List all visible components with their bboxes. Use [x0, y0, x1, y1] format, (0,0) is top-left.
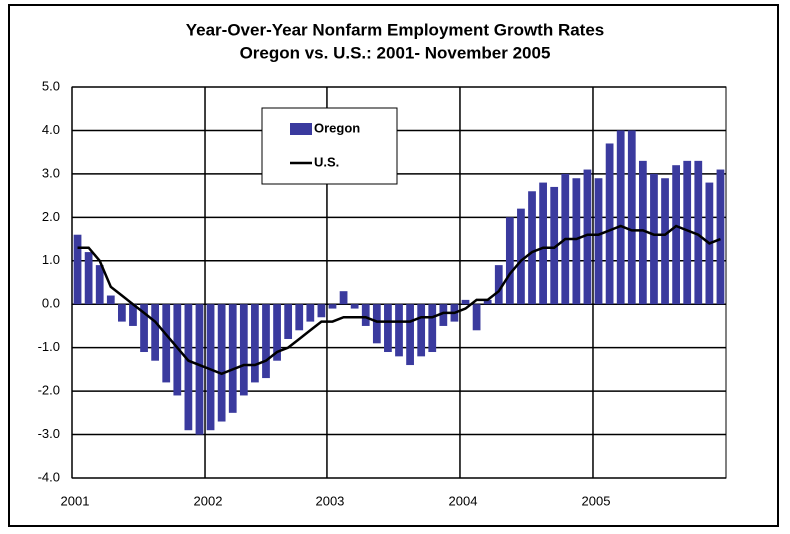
bar: [605, 143, 614, 305]
bar: [118, 304, 126, 322]
y-tick-label: 4.0: [42, 122, 60, 137]
bar: [494, 265, 503, 305]
bar: [472, 304, 481, 331]
bar: [339, 291, 348, 305]
bar: [217, 304, 226, 422]
bar: [572, 178, 581, 305]
y-tick-label: -4.0: [38, 469, 60, 484]
bar: [539, 182, 547, 305]
bar: [239, 304, 248, 396]
bar: [184, 304, 193, 431]
chart-subtitle: Oregon vs. U.S.: 2001- November 2005: [240, 43, 551, 62]
y-tick-label: -2.0: [38, 383, 60, 398]
bar: [439, 304, 448, 326]
bar: [251, 304, 259, 383]
bar: [672, 165, 680, 305]
bar: [716, 169, 725, 305]
bar: [106, 295, 115, 305]
legend: [261, 107, 398, 185]
bar: [550, 186, 559, 305]
bar: [528, 191, 536, 305]
bar: [483, 299, 492, 305]
bar: [151, 304, 160, 361]
bar: [262, 304, 270, 379]
bar: [395, 304, 403, 357]
legend-label: Oregon: [314, 120, 360, 135]
bar: [517, 208, 525, 305]
bar: [162, 304, 171, 383]
bar: [694, 160, 703, 305]
x-tick-label: 2003: [315, 493, 344, 508]
bar: [505, 217, 514, 305]
bar: [350, 304, 359, 309]
bar: [129, 304, 137, 326]
y-tick-label: -3.0: [38, 426, 60, 441]
x-tick-label: 2001: [61, 493, 90, 508]
y-tick-label: 5.0: [42, 78, 60, 93]
bar: [406, 304, 414, 366]
legend-swatch: [290, 123, 312, 135]
bar: [616, 130, 625, 305]
x-tick-label: 2004: [449, 493, 478, 508]
bar: [328, 304, 337, 309]
y-tick-label: 1.0: [42, 252, 60, 267]
bar: [361, 304, 370, 326]
bar: [627, 130, 636, 305]
bar: [583, 169, 592, 305]
legend-label: U.S.: [314, 154, 339, 169]
bar: [428, 304, 437, 353]
bar: [84, 252, 93, 305]
y-tick-label: 3.0: [42, 165, 60, 180]
bar: [195, 304, 204, 435]
bar: [384, 304, 392, 353]
bar: [594, 178, 603, 305]
bar: [95, 265, 104, 305]
y-tick-label: 2.0: [42, 209, 60, 224]
bar: [638, 160, 647, 305]
y-tick-label: -1.0: [38, 339, 60, 354]
bar: [284, 304, 293, 339]
bar: [173, 304, 182, 396]
bar: [650, 173, 658, 305]
bar: [140, 304, 148, 353]
y-tick-label: 0.0: [42, 296, 60, 311]
bar: [683, 160, 692, 305]
bar: [295, 304, 304, 331]
bar: [461, 299, 470, 305]
x-tick-label: 2005: [582, 493, 611, 508]
bar: [306, 304, 315, 322]
bar: [73, 234, 82, 305]
bar: [273, 304, 281, 361]
bar: [661, 178, 669, 305]
chart-title: Year-Over-Year Nonfarm Employment Growth…: [186, 20, 605, 39]
bar: [372, 304, 381, 344]
bar: [417, 304, 426, 357]
line: [77, 224, 721, 376]
bar: [228, 304, 237, 413]
bar: [317, 304, 326, 318]
x-tick-label: 2002: [194, 493, 223, 508]
bar: [206, 304, 215, 431]
